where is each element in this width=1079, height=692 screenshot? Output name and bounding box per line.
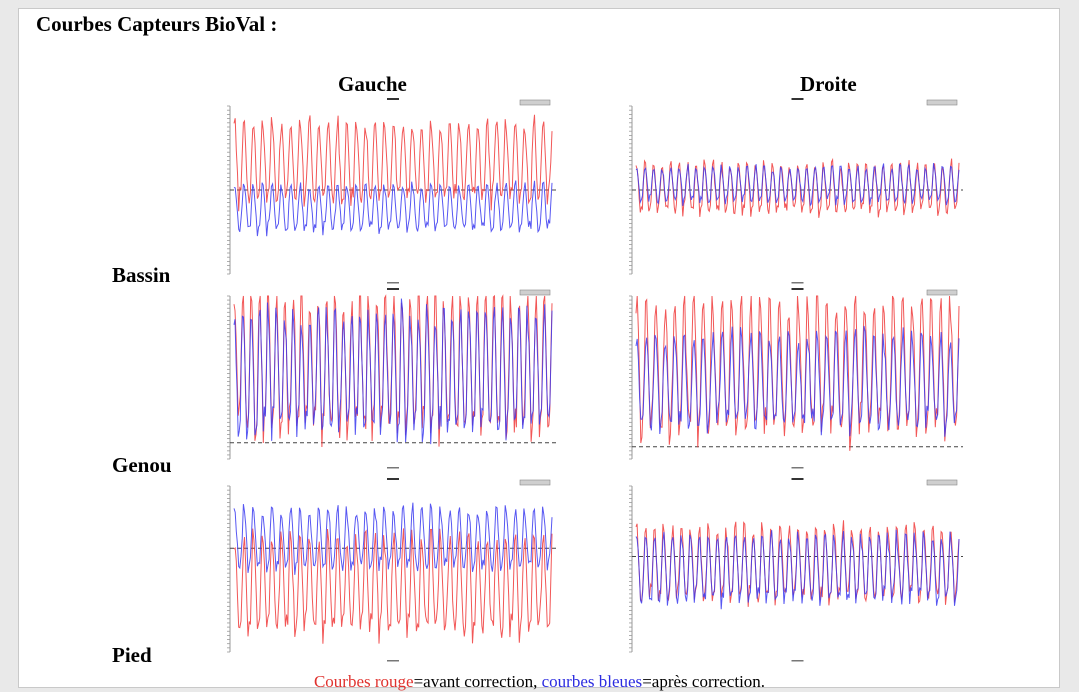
chart-genou-gauche [227,288,556,469]
top-marker [791,288,804,290]
top-marker [387,98,399,100]
legend-box [519,479,551,486]
series-line-avant [233,114,553,212]
row-label-pied: Pied [112,643,152,667]
legend-box [519,289,551,296]
caption-mid-text: =avant correction, [413,672,542,691]
series-line-apres [233,180,553,237]
series-line-apres [635,529,960,610]
legend-box [926,479,958,486]
figure-frame [18,8,1060,688]
series-line-apres [233,298,553,445]
series-line-apres [233,502,553,575]
top-marker [791,478,804,480]
caption-blue-text: courbes bleues [541,672,643,691]
series-line-apres [635,325,960,437]
series-line-avant [635,157,960,218]
bottom-marker [387,282,399,284]
chart-genou-droite [629,288,963,469]
bottom-marker [387,660,399,662]
legend-caption: Courbes rouge=avant correction, courbes … [0,672,1079,692]
series-line-apres [635,163,960,207]
column-label-droite: Droite [800,72,857,96]
page-title: Courbes Capteurs BioVal : [36,12,278,36]
legend-box [926,99,958,106]
top-marker [387,288,399,290]
series-line-avant [635,520,960,607]
caption-red-text: Courbes rouge [313,672,414,691]
series-line-avant [233,528,553,644]
chart-pied-gauche [227,478,556,662]
bottom-marker [791,467,804,469]
chart-bassin-gauche [227,98,556,284]
legend-box [519,99,551,106]
bottom-marker [791,660,804,662]
legend-box [926,289,958,296]
chart-bassin-droite [629,98,963,284]
chart-pied-droite [629,478,963,662]
top-marker [387,478,399,480]
bottom-marker [791,282,804,284]
bottom-marker [387,467,399,469]
top-marker [791,98,804,100]
row-label-genou: Genou [112,453,172,477]
column-label-gauche: Gauche [338,72,407,96]
caption-end-text: =après correction. [642,672,766,691]
row-label-bassin: Bassin [112,263,171,287]
